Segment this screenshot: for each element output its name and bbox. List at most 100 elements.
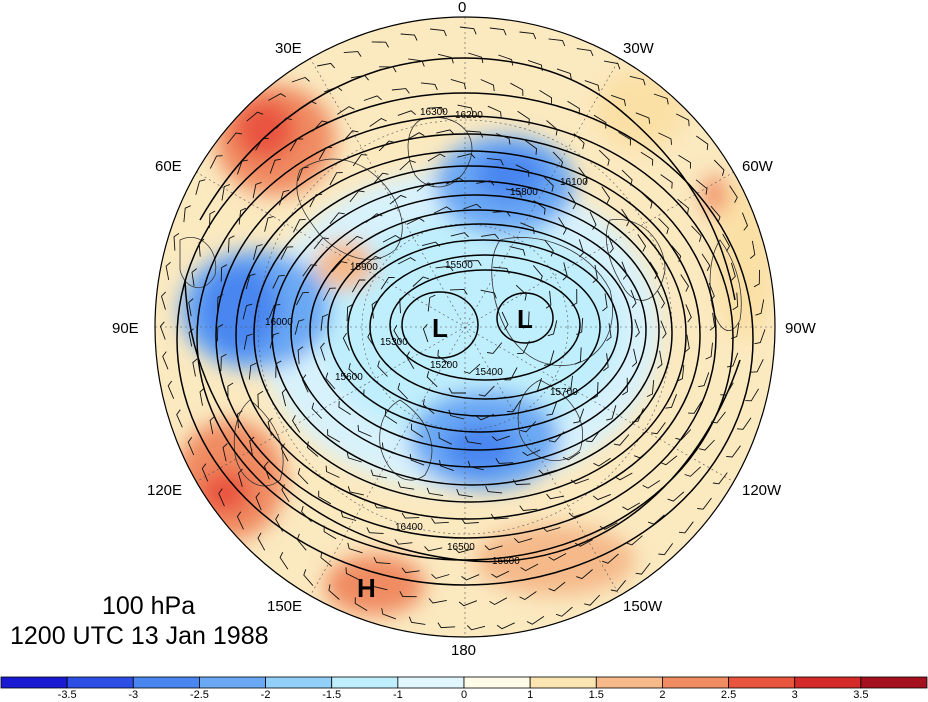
wind-barb xyxy=(517,340,530,355)
wind-barb xyxy=(431,517,449,524)
contour-label: 16600 xyxy=(492,556,520,567)
wind-barb xyxy=(584,594,601,606)
wind-barb xyxy=(436,129,455,135)
wind-barb xyxy=(371,300,378,319)
wind-barb xyxy=(445,177,464,185)
wind-barb xyxy=(439,459,454,472)
wind-barb xyxy=(427,294,436,312)
wind-barb xyxy=(574,539,593,547)
wind-barb xyxy=(275,513,283,532)
wind-barb xyxy=(297,346,304,365)
wind-barb xyxy=(732,292,739,311)
wind-barb xyxy=(421,241,441,247)
wind-barb xyxy=(320,313,329,331)
wind-barb xyxy=(369,117,387,127)
colorbar-box xyxy=(529,676,597,689)
wind-barb xyxy=(519,505,538,511)
wind-barb xyxy=(450,78,467,90)
colorbar-tick-label: 3.5 xyxy=(853,689,869,701)
wind-barb xyxy=(522,449,541,457)
wind-barb xyxy=(292,218,306,233)
wind-barb xyxy=(352,154,368,167)
wind-barb xyxy=(422,398,435,415)
wind-barb xyxy=(437,53,454,64)
wind-barb xyxy=(658,543,674,556)
wind-barb xyxy=(544,350,555,366)
contour-label: 15500 xyxy=(445,260,473,271)
contour-label: 15800 xyxy=(510,187,538,198)
wind-barb xyxy=(461,574,480,581)
wind-barb xyxy=(366,527,384,534)
wind-barb xyxy=(183,205,191,223)
wind-barb xyxy=(373,502,391,509)
wind-barb xyxy=(517,110,530,126)
wind-barb xyxy=(513,537,533,544)
wind-barb xyxy=(449,288,468,295)
longitude-label-30e: 30E xyxy=(275,40,302,57)
contour-label: 16500 xyxy=(447,542,475,553)
wind-barb xyxy=(238,207,247,225)
wind-barb xyxy=(328,584,340,600)
wind-barb xyxy=(487,105,502,118)
wind-barb xyxy=(401,512,420,519)
wind-barb xyxy=(519,31,537,40)
wind-barb xyxy=(562,262,568,281)
high-center-label: H xyxy=(357,573,376,603)
wind-barb xyxy=(476,180,495,186)
wind-barb xyxy=(657,290,666,309)
contour-label: 16200 xyxy=(455,110,483,121)
wind-barb xyxy=(338,401,351,415)
contour-label: 15900 xyxy=(350,262,378,273)
wind-barb xyxy=(220,353,227,372)
wind-barb xyxy=(401,567,420,574)
wind-barb xyxy=(426,371,438,388)
wind-barb xyxy=(749,240,756,259)
wind-barb xyxy=(755,299,765,316)
wind-barb xyxy=(520,222,535,235)
wind-barb xyxy=(252,244,263,260)
contour-labels: 15200 15300 15400 15500 15600 15700 1580… xyxy=(265,107,588,567)
wind-barb xyxy=(634,448,651,459)
wind-barb xyxy=(275,117,292,129)
wind-barb xyxy=(476,413,495,421)
wind-barb xyxy=(464,260,482,266)
wind-barb xyxy=(346,235,363,246)
wind-barb xyxy=(302,264,317,277)
wind-barb xyxy=(591,382,599,400)
wind-barb xyxy=(680,274,690,292)
wind-barb xyxy=(463,203,482,210)
wind-barb xyxy=(399,160,416,171)
colorbar xyxy=(0,676,928,689)
wind-barb xyxy=(252,181,262,199)
wind-barb xyxy=(267,417,273,436)
wind-barb xyxy=(565,375,573,393)
wind-barb xyxy=(522,311,530,329)
wind-barb xyxy=(209,416,215,435)
wind-barb xyxy=(602,293,608,312)
wind-barb xyxy=(546,400,558,416)
colorbar-tick-label: -3.5 xyxy=(57,689,77,701)
wind-barb xyxy=(492,210,511,217)
wind-barb xyxy=(464,436,482,445)
wind-barb xyxy=(754,329,766,345)
wind-barb xyxy=(342,130,359,142)
wind-barb xyxy=(245,273,256,290)
colorbar-box xyxy=(860,676,928,689)
wind-barb xyxy=(486,157,504,166)
wind-barb xyxy=(198,238,205,257)
wind-barb xyxy=(320,342,326,361)
colorbar-box xyxy=(595,676,663,689)
wind-barb xyxy=(487,342,503,354)
wind-barb xyxy=(188,328,194,347)
wind-barb xyxy=(606,323,612,342)
wind-barb xyxy=(542,175,554,192)
contour-label: 15300 xyxy=(380,337,408,348)
wind-barb xyxy=(268,93,286,101)
wind-barb xyxy=(424,546,443,552)
wind-barb xyxy=(653,93,669,105)
contour-label: 15200 xyxy=(430,360,458,371)
wind-barb xyxy=(324,86,343,93)
wind-barb xyxy=(647,514,665,525)
wind-barb xyxy=(745,388,759,402)
wind-barb xyxy=(348,363,360,380)
